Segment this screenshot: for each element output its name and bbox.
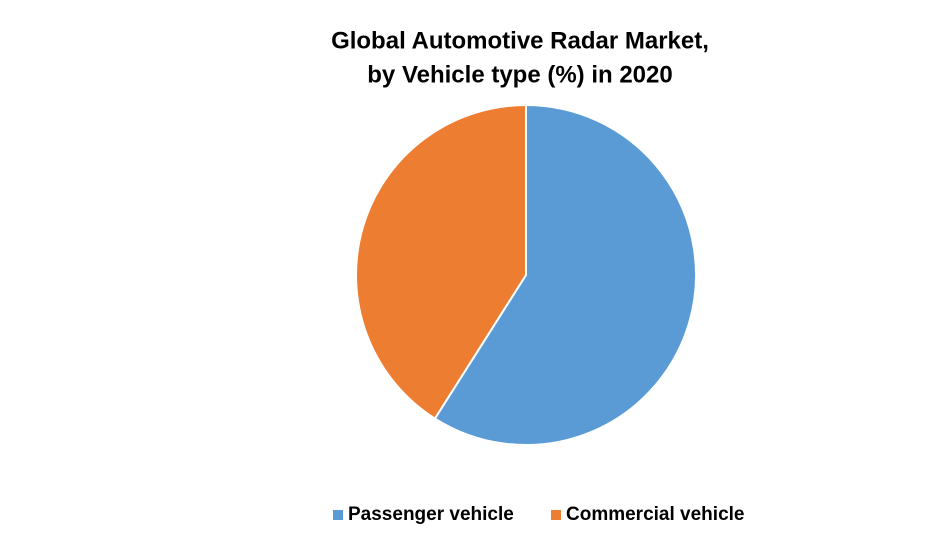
chart-title: by Vehicle type (%) in 2020 <box>367 61 672 88</box>
chart-title: Global Automotive Radar Market, <box>331 27 709 54</box>
legend-label: Commercial vehicle <box>566 504 744 525</box>
pie-slice <box>354 103 527 420</box>
legend-swatch <box>551 510 561 520</box>
legend-label: Passenger vehicle <box>348 504 514 525</box>
legend-swatch <box>333 510 343 520</box>
pie-slice <box>433 103 697 446</box>
